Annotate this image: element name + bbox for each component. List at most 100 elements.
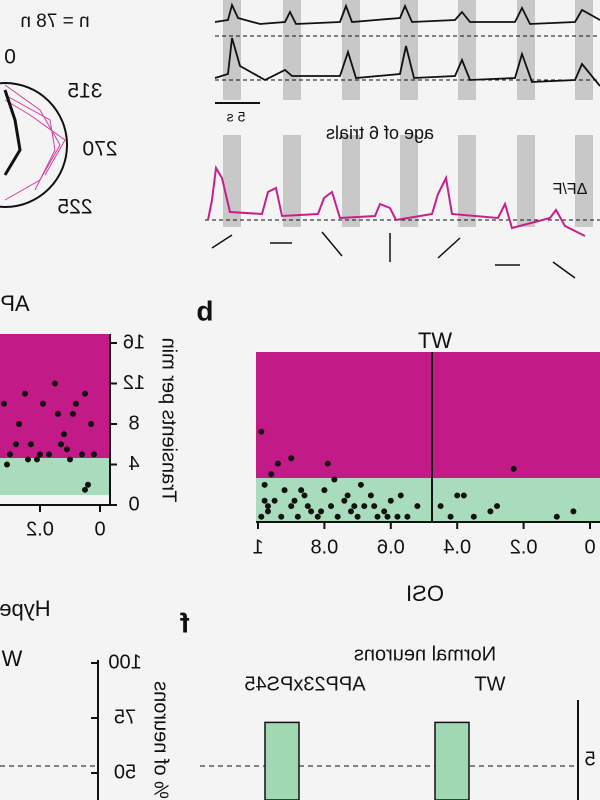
y-tick-label: 5 xyxy=(584,748,595,770)
x-tick-label: 0.2 xyxy=(510,536,538,558)
polar-circle xyxy=(0,82,68,208)
bar xyxy=(434,721,470,800)
point xyxy=(387,497,394,504)
panel-title: Hype xyxy=(0,596,51,621)
point xyxy=(58,441,64,448)
panel-subtitle: W xyxy=(1,646,22,671)
point xyxy=(321,487,328,494)
point xyxy=(437,503,444,510)
y-tick-label: 4 xyxy=(128,453,139,475)
point xyxy=(268,471,275,478)
point xyxy=(570,508,577,515)
point xyxy=(331,476,338,483)
point xyxy=(46,451,52,458)
x-tick-label: 0.8 xyxy=(310,536,338,558)
point xyxy=(73,400,79,407)
bar xyxy=(264,721,300,800)
y-label: % of neurons xyxy=(150,681,172,799)
panel-title: Normal neurons xyxy=(354,643,496,665)
point xyxy=(328,503,335,510)
scale-label: 5 s xyxy=(227,109,246,125)
point xyxy=(288,503,295,510)
point xyxy=(291,497,298,504)
x-tick-label: 0 xyxy=(94,518,105,540)
panel-label: f xyxy=(180,607,190,638)
point xyxy=(261,497,268,504)
direction-icons xyxy=(211,231,576,279)
point xyxy=(281,487,288,494)
point xyxy=(324,460,331,467)
point xyxy=(34,456,40,463)
point xyxy=(351,503,358,510)
panel-title: AP xyxy=(0,291,29,316)
x-tick-label: 0.4 xyxy=(443,536,471,558)
point xyxy=(344,492,351,499)
point xyxy=(414,503,421,510)
category-label: WT xyxy=(474,673,505,695)
x-tick-label: 0.2 xyxy=(26,518,54,540)
point xyxy=(55,410,61,417)
point xyxy=(91,451,97,458)
point xyxy=(357,481,364,488)
point xyxy=(354,513,361,520)
point xyxy=(298,487,305,494)
point xyxy=(318,508,325,515)
point xyxy=(288,455,295,462)
point xyxy=(13,441,19,448)
point xyxy=(22,390,28,397)
point xyxy=(1,400,7,407)
dff-label: ΔF/F xyxy=(552,181,587,198)
point xyxy=(264,508,271,515)
point xyxy=(294,513,301,520)
point xyxy=(258,513,265,520)
point xyxy=(397,492,404,499)
point xyxy=(447,513,454,520)
stimulus-bars xyxy=(223,0,593,227)
angle-label: 270 xyxy=(82,138,117,161)
x-tick-label: 0.6 xyxy=(377,536,405,558)
point xyxy=(85,481,91,488)
point xyxy=(40,400,46,407)
point xyxy=(304,503,311,510)
average-trace xyxy=(207,165,586,237)
y-tick-label: 16 xyxy=(123,331,145,353)
baselines xyxy=(205,35,600,221)
point xyxy=(308,508,315,515)
point xyxy=(67,456,73,463)
category-label: APP23xPS45 xyxy=(244,673,365,695)
point xyxy=(341,497,348,504)
point xyxy=(88,421,94,427)
panel-title: WT xyxy=(418,328,452,353)
x-tick-label: 1 xyxy=(252,536,263,558)
angle-label: 315 xyxy=(67,80,102,103)
point xyxy=(61,431,67,438)
point xyxy=(347,508,354,515)
point xyxy=(460,492,467,499)
point xyxy=(494,503,501,510)
n-label: n = 78 n xyxy=(20,11,89,32)
traces xyxy=(214,2,600,87)
point xyxy=(553,513,560,520)
point xyxy=(82,390,88,397)
point xyxy=(264,503,271,510)
angle-label: 225 xyxy=(57,196,92,219)
point xyxy=(454,492,461,499)
point xyxy=(64,446,70,453)
point xyxy=(361,503,368,510)
y-tick-label: 50 xyxy=(114,761,136,783)
panel-label: b xyxy=(196,295,213,326)
point xyxy=(261,481,268,488)
point xyxy=(4,461,10,468)
point xyxy=(404,513,411,520)
point xyxy=(334,513,341,520)
polar-tuning xyxy=(4,84,66,201)
point xyxy=(301,492,308,499)
point xyxy=(37,451,43,458)
point xyxy=(487,508,494,515)
point xyxy=(258,428,265,435)
point xyxy=(28,441,34,448)
point xyxy=(7,451,13,458)
